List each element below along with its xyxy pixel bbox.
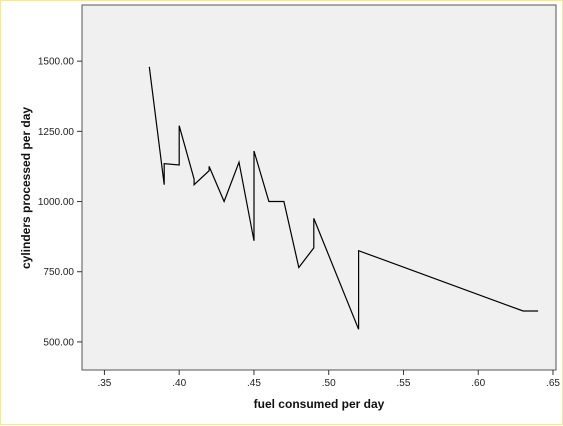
y-tick-label: 750.00 xyxy=(43,267,74,278)
x-tick-label: .65 xyxy=(546,378,560,389)
x-tick-label: .50 xyxy=(322,378,336,389)
plot-area xyxy=(81,4,557,371)
y-axis: 500.00 750.00 1000.00 1250.00 1500.00 xyxy=(38,57,82,348)
x-tick-label: .55 xyxy=(397,378,411,389)
x-axis: .35 .40 .45 .50 .55 .60 .65 xyxy=(97,370,560,389)
y-tick-label: 1250.00 xyxy=(38,127,75,138)
series-line xyxy=(148,66,539,330)
y-tick-label: 1000.00 xyxy=(38,197,75,208)
y-tick-label: 1500.00 xyxy=(38,57,75,68)
x-tick-label: .35 xyxy=(97,378,111,389)
x-tick-label: .40 xyxy=(172,378,186,389)
series-layer xyxy=(148,66,539,330)
x-tick-label: .60 xyxy=(471,378,485,389)
x-tick-label: .45 xyxy=(247,378,261,389)
x-axis-title: fuel consumed per day xyxy=(254,397,385,411)
y-tick-label: 500.00 xyxy=(43,337,74,348)
y-axis-title: cylinders processed per day xyxy=(19,107,33,269)
